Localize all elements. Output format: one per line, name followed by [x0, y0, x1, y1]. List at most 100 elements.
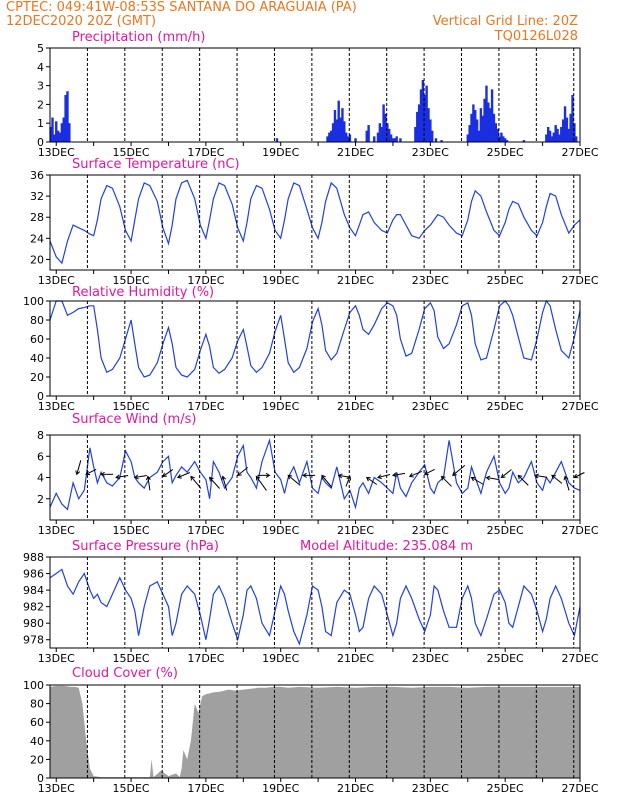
precip-bar	[561, 119, 565, 142]
precip-bar	[489, 108, 492, 142]
x-tick-label: 25DEC	[487, 400, 524, 413]
panel-frame	[49, 300, 581, 397]
precip-bar	[49, 126, 52, 142]
wind-arrow-head	[221, 475, 226, 481]
wind-arrow-head	[377, 474, 382, 480]
panel-title: Cloud Cover (%)	[72, 666, 178, 681]
wind-arrow-head	[517, 474, 523, 480]
y-tick-label: 3	[37, 80, 44, 93]
y-tick-label: 6	[37, 450, 44, 463]
precip-bar	[505, 140, 509, 142]
wind-arrow	[209, 477, 221, 489]
x-tick-label: 21DEC	[337, 400, 374, 413]
precip-bar	[571, 95, 574, 142]
panel-4: Surface Pressure (hPa) Model Altitude: 23…	[23, 539, 599, 665]
y-tick-label: 100	[23, 679, 44, 692]
x-tick-label: 13DEC	[38, 652, 75, 665]
precip-bar	[60, 123, 64, 142]
panel-title: Surface Wind (m/s)	[72, 412, 196, 427]
x-tick-label: 13DEC	[38, 146, 75, 159]
panel-title: Relative Humidity (%)	[72, 285, 214, 300]
y-tick-label: 24	[30, 232, 44, 245]
y-tick-label: 988	[23, 551, 44, 564]
panel-title: Surface Temperature (nC)	[72, 157, 240, 172]
x-tick-label: 17DEC	[187, 274, 224, 287]
x-tick-label: 13DEC	[38, 524, 75, 537]
precip-bar	[414, 126, 417, 142]
header-model-code: TQ0126L028	[494, 29, 578, 44]
wind-arrow	[134, 475, 147, 478]
panel-title: Surface Pressure (hPa)	[72, 539, 219, 554]
precip-bar	[502, 136, 505, 142]
precip-bar	[53, 134, 56, 142]
precip-bar	[56, 130, 60, 142]
panel-3: Surface Wind (m/s) 2 4 6 8 13DEC 15DEC 17DEC 19D…	[37, 412, 599, 537]
y-tick-label: 80	[30, 698, 44, 711]
precip-bar	[391, 138, 395, 142]
wind-arrow-head	[287, 474, 293, 480]
wind-arrow-head	[236, 471, 242, 476]
precip-bar	[380, 126, 383, 142]
wind-arrow	[287, 474, 301, 486]
x-tick-label: 25DEC	[487, 782, 524, 795]
precip-bar	[339, 117, 342, 142]
wind-arrow-head	[573, 473, 579, 479]
precip-bar	[416, 111, 419, 142]
precip-bar	[399, 138, 402, 142]
precip-bar	[556, 128, 559, 142]
x-tick-label: 13DEC	[38, 274, 75, 287]
y-tick-label: 1	[37, 117, 44, 130]
precip-bar	[567, 128, 570, 142]
y-tick-label: 980	[23, 617, 44, 630]
precip-bar	[389, 134, 393, 142]
x-tick-label: 27DEC	[561, 274, 598, 287]
precip-bar	[421, 79, 425, 142]
wind-arrow-head	[176, 473, 182, 479]
x-tick-label: 13DEC	[38, 400, 75, 413]
precip-bar	[547, 126, 550, 142]
precip-bar	[326, 136, 329, 142]
precip-bar	[492, 113, 496, 142]
precip-bar	[58, 132, 62, 142]
y-tick-label: 984	[23, 584, 44, 597]
x-tick-label: 21DEC	[337, 652, 374, 665]
wind-arrow	[452, 464, 466, 476]
precip-bar	[376, 132, 380, 142]
precip-bar	[481, 115, 484, 142]
precip-bar	[573, 123, 576, 142]
wind-arrow-head	[423, 470, 429, 476]
precip-bar	[545, 134, 548, 142]
y-tick-label: 28	[30, 211, 44, 224]
wind-arrow	[237, 466, 249, 476]
wind-arrow-head	[500, 473, 506, 479]
series-line	[49, 568, 581, 646]
series-line	[49, 179, 581, 265]
wind-arrow	[501, 469, 512, 478]
wind-arrow-head	[440, 475, 446, 481]
wind-arrow	[486, 477, 499, 480]
x-tick-label: 21DEC	[337, 146, 374, 159]
precip-bar	[343, 121, 346, 142]
y-tick-label: 0	[37, 390, 44, 403]
x-tick-label: 21DEC	[337, 524, 374, 537]
precip-bar	[66, 91, 69, 142]
panel-annotation: Model Altitude: 235.084 m	[300, 539, 473, 554]
x-tick-label: 15DEC	[113, 400, 150, 413]
wind-arrow	[377, 474, 391, 478]
y-tick-label: 32	[30, 190, 44, 203]
wind-arrow-head	[75, 470, 81, 476]
y-tick-label: 4	[37, 472, 44, 485]
precip-bar	[335, 119, 339, 142]
x-tick-label: 25DEC	[487, 652, 524, 665]
precip-bar	[496, 128, 499, 142]
precip-bar	[425, 85, 428, 142]
x-tick-label: 21DEC	[337, 274, 374, 287]
precip-bar	[487, 102, 490, 142]
precip-bar	[483, 98, 486, 142]
wind-arrow-head	[470, 476, 476, 482]
panel-1: Surface Temperature (nC) 20 24 28 32 36 13DEC 1…	[30, 157, 599, 287]
precip-bar	[427, 108, 430, 142]
y-tick-label: 978	[23, 634, 44, 647]
x-tick-label: 27DEC	[561, 782, 598, 795]
